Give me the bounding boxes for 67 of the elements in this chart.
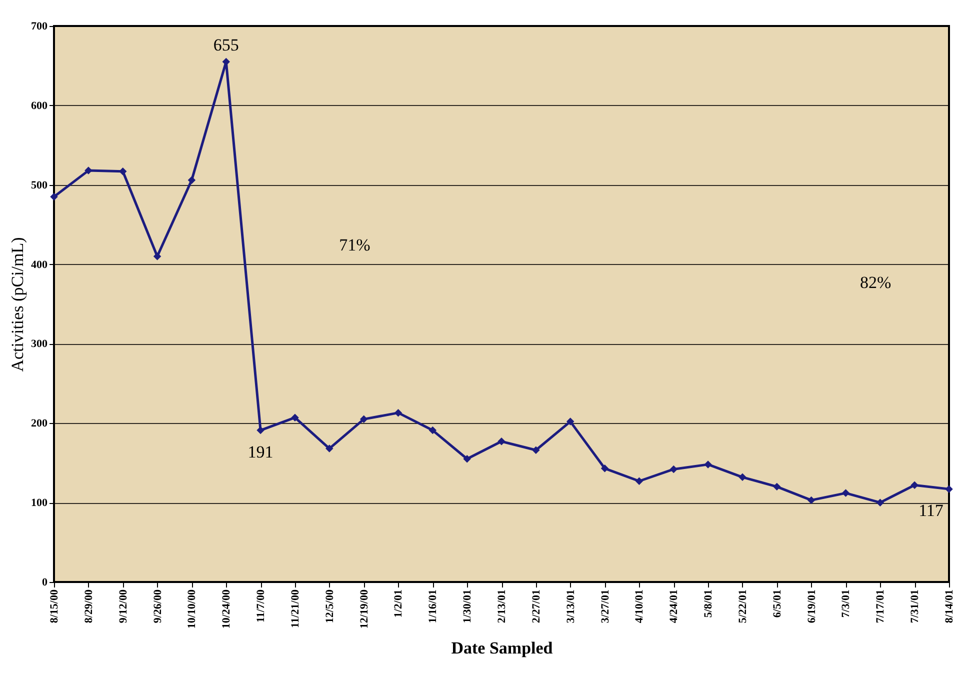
point [600,464,609,472]
point [532,446,540,454]
point [842,489,850,497]
point [704,460,712,468]
point [773,482,781,491]
point [910,481,918,489]
point [876,498,884,506]
x-tick-label: 7/3/01 [840,590,852,618]
y-tick-label: 700 [31,20,48,32]
point [188,176,196,184]
point [394,408,402,417]
x-axis-title: Date Sampled [451,638,554,658]
point [256,426,264,434]
point [360,415,368,424]
x-tick-label: 2/27/01 [530,590,542,624]
y-tick-label: 300 [31,338,48,350]
y-tick-label: 400 [31,258,48,271]
annotation: 191 [248,442,274,462]
point [945,485,953,493]
x-tick-label: 7/17/01 [874,590,887,624]
point [84,166,92,174]
y-tick-label: 0 [42,576,48,588]
y-tick-label: 100 [31,497,48,510]
point [291,414,299,422]
point [566,418,574,426]
x-tick-label: 9/26/00 [152,589,164,624]
point [326,444,334,452]
annotation: 655 [213,36,239,55]
point [50,192,58,201]
point [635,477,644,485]
x-tick-label: 6/5/01 [771,590,784,618]
x-tick-label: 12/5/00 [324,589,336,624]
point [670,465,678,474]
x-tick-label: 3/13/01 [564,590,577,624]
point [498,438,506,446]
x-tick-label: 10/10/00 [186,589,198,629]
annotation: 82% [860,272,892,292]
y-tick-label: 600 [31,100,48,112]
point [428,426,437,434]
x-tick-label: 8/29/00 [82,589,95,624]
annotation: 71% [339,236,370,255]
point [738,473,746,482]
x-tick-label: 5/8/01 [702,590,715,618]
x-tick-label: 6/19/01 [806,590,818,624]
x-tick-label: 1/30/01 [462,590,474,624]
x-tick-label: 11/7/00 [255,589,268,623]
x-tick-label: 8/14/01 [944,590,956,624]
x-tick-label: 3/27/01 [599,590,612,624]
x-tick-label: 12/19/00 [358,589,370,629]
x-tick-label: 8/15/00 [48,589,60,624]
point [463,455,471,463]
x-tick-label: 1/2/01 [392,590,405,618]
x-tick-label: 7/31/01 [909,590,922,624]
y-tick-label: 500 [31,179,48,192]
point [807,496,816,504]
x-tick-label: 4/10/01 [634,590,646,624]
y-axis-title: Activities (pCi/mL) [8,237,27,372]
annotation: 117 [918,501,944,520]
x-tick-label: 1/16/01 [427,590,440,624]
x-tick-label: 2/13/01 [496,590,508,624]
x-tick-label: 5/22/01 [736,590,749,624]
x-tick-label: 11/21/00 [289,589,302,628]
x-tick-label: 10/24/00 [220,589,233,629]
x-tick-label: 9/12/00 [117,589,130,624]
y-tick-label: 200 [31,418,48,430]
x-tick-label: 4/24/01 [668,590,680,624]
point [153,252,162,260]
